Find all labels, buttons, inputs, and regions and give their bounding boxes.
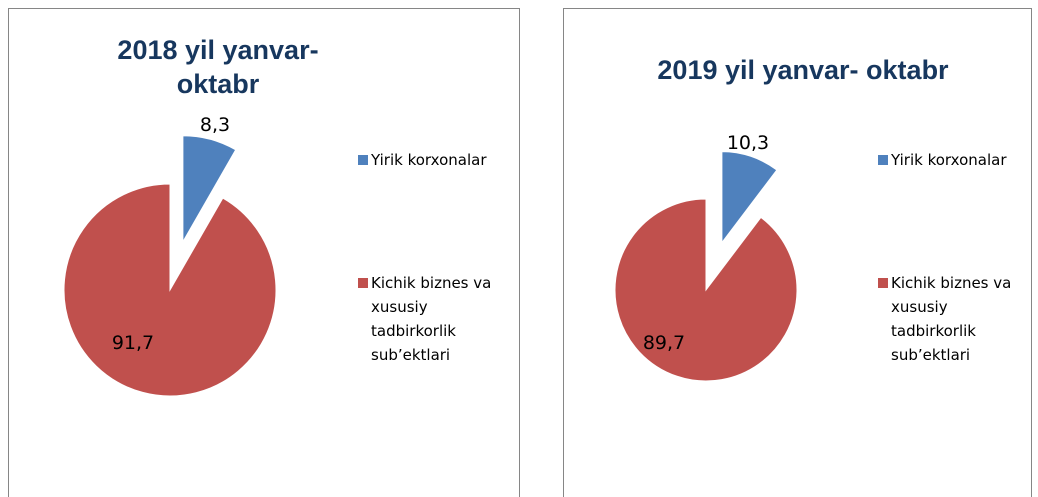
pie-slice (721, 151, 778, 245)
legend-swatch (358, 278, 368, 288)
legend-label: Kichik biznes va xususiy tadbirkorlik su… (891, 274, 1012, 364)
data-label: 89,7 (642, 332, 686, 354)
legend-swatch (358, 155, 368, 165)
legend-swatch (878, 278, 888, 288)
legend-label: Kichik biznes va xususiy tadbirkorlik su… (371, 274, 492, 364)
chart-panel (8, 8, 520, 497)
pie-slice (63, 183, 277, 397)
legend-swatch (878, 155, 888, 165)
chart-panel (563, 8, 1032, 497)
legend-label: Yirik korxonalar (891, 151, 1007, 169)
pie-slice (182, 135, 237, 244)
data-label: 8,3 (199, 114, 231, 136)
data-label: 10,3 (726, 132, 770, 154)
chart-title: 2019 yil yanvar- oktabr (657, 55, 949, 85)
pie-slice (614, 198, 798, 382)
legend-label: Yirik korxonalar (371, 151, 487, 169)
data-label: 91,7 (111, 332, 155, 354)
chart-title: 2018 yil yanvar- oktabr (117, 35, 319, 99)
